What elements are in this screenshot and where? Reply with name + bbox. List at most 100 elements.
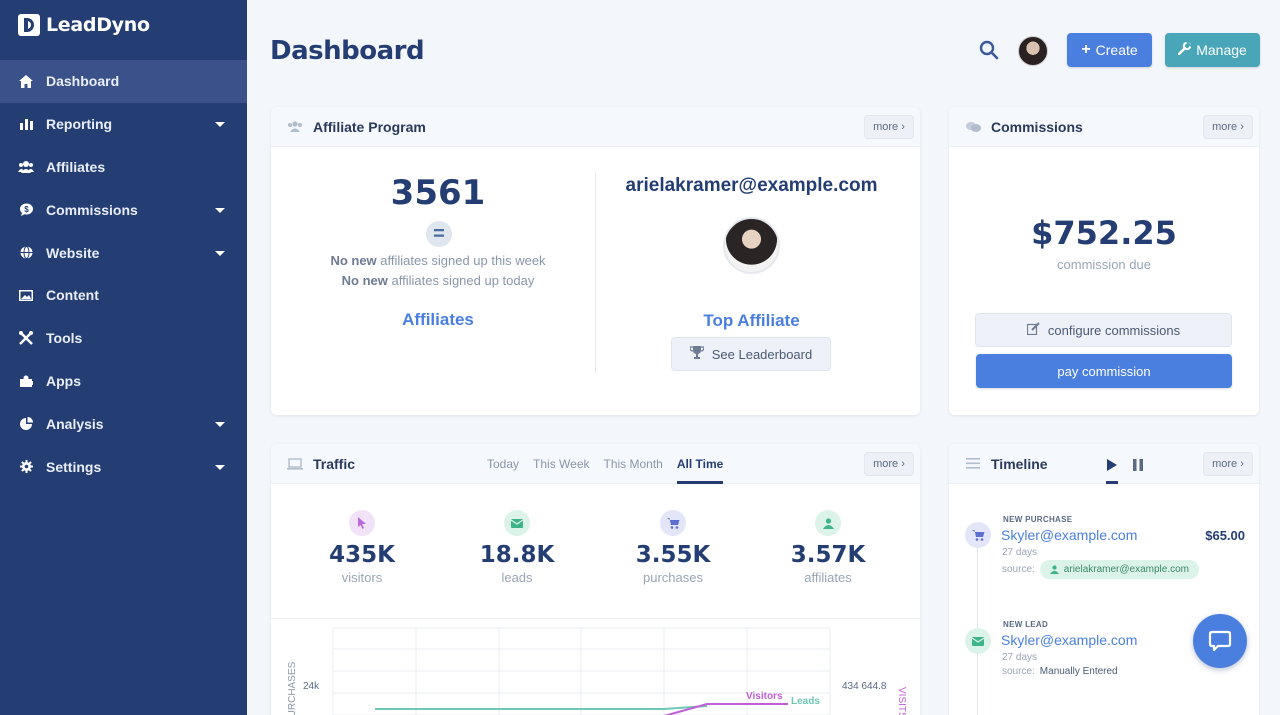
more-label: more — [1212, 121, 1238, 133]
commissions-card: Commissions more › $752.25 commission du… — [949, 107, 1259, 415]
leaderboard-button[interactable]: See Leaderboard — [671, 337, 831, 371]
source-chip[interactable]: arielakramer@example.com — [1039, 560, 1199, 579]
sidebar-item-label: Settings — [46, 458, 102, 475]
tab-this-week[interactable]: This Week — [533, 457, 590, 471]
sidebar-item-label: Reporting — [46, 116, 113, 133]
active-indicator — [1106, 481, 1118, 484]
plus-icon: + — [1081, 41, 1091, 58]
right-tick: 434 644.8 — [842, 681, 887, 692]
stat-label: affiliates — [804, 570, 852, 585]
pay-commission-button[interactable]: pay commission — [976, 354, 1232, 388]
sidebar-item-apps[interactable]: Apps — [0, 360, 247, 403]
create-button[interactable]: + Create — [1067, 33, 1152, 67]
cursor-icon — [349, 510, 375, 536]
stat-value: 3.55K — [635, 542, 711, 568]
event-type: NEW LEAD — [1003, 620, 1049, 629]
trophy-icon — [689, 346, 705, 362]
tab-all-time[interactable]: All Time — [676, 444, 724, 484]
sidebar-item-label: Analysis — [46, 415, 104, 432]
sidebar-item-dashboard[interactable]: Dashboard — [0, 60, 247, 103]
event-type: NEW PURCHASE — [1003, 515, 1073, 524]
sidebar-item-label: Apps — [46, 372, 81, 389]
chevron-right-icon: › — [901, 458, 905, 470]
logo[interactable]: LeadDyno — [18, 14, 150, 36]
caret-down-icon — [215, 122, 225, 128]
caret-down-icon — [215, 421, 225, 427]
left-tick: 24k — [303, 681, 320, 692]
left-axis-label: PURCHASES — [287, 661, 298, 715]
configure-commissions-button[interactable]: configure commissions — [975, 313, 1232, 347]
right-axis-label: VISITS — [896, 687, 907, 715]
more-button[interactable]: more › — [864, 452, 914, 476]
edit-icon — [1026, 322, 1040, 338]
more-button[interactable]: more › — [1203, 452, 1253, 476]
play-icon[interactable] — [1107, 458, 1117, 476]
create-label: Create — [1095, 42, 1138, 58]
note-text: affiliates signed up this week — [380, 253, 546, 268]
logo-text: LeadDyno — [46, 14, 150, 36]
source-text: Manually Entered — [1039, 666, 1118, 677]
manage-button[interactable]: Manage — [1165, 33, 1260, 67]
event-age: 27 days — [1002, 547, 1038, 558]
stat-value: 435K — [329, 542, 395, 568]
stat-label: purchases — [643, 570, 703, 585]
tab-today[interactable]: Today — [487, 457, 520, 471]
puzzle-icon — [18, 373, 34, 389]
chat-launcher-button[interactable] — [1193, 614, 1247, 668]
event-source: source: Manually Entered — [1002, 666, 1118, 677]
more-button[interactable]: more › — [864, 115, 914, 139]
envelope-icon — [504, 510, 530, 536]
sidebar-item-tools[interactable]: Tools — [0, 317, 247, 360]
stat-value: 18.8K — [479, 542, 555, 568]
divider — [271, 618, 920, 619]
stat-purchases: 3.55K purchases — [598, 510, 748, 585]
equals-icon: = — [426, 221, 452, 247]
bar-chart-icon — [18, 116, 34, 132]
search-icon[interactable] — [979, 40, 999, 60]
chat-icon: $ — [18, 202, 34, 218]
sidebar-nav: Dashboard Reporting Affiliates $ Commiss… — [0, 60, 247, 488]
caret-down-icon — [215, 250, 225, 256]
users-icon — [287, 119, 303, 135]
avatar[interactable] — [1018, 36, 1048, 66]
sidebar-item-label: Commissions — [46, 201, 138, 218]
event-email[interactable]: Skyler@example.com — [1001, 632, 1138, 648]
page-title: Dashboard — [270, 36, 425, 66]
visitors-series-label: Visitors — [746, 691, 783, 702]
sidebar-item-website[interactable]: Website — [0, 231, 247, 274]
sidebar-item-label: Website — [46, 244, 100, 261]
cart-icon — [965, 522, 991, 548]
affiliate-note-week: No new affiliates signed up this week — [271, 253, 605, 268]
more-button[interactable]: more › — [1203, 115, 1253, 139]
image-icon — [18, 287, 34, 303]
pause-icon[interactable] — [1133, 458, 1143, 476]
sidebar-item-commissions[interactable]: $ Commissions — [0, 188, 247, 231]
affiliates-link[interactable]: Affiliates — [402, 310, 474, 329]
chat-bubble-icon — [1208, 630, 1232, 652]
user-icon — [815, 510, 841, 536]
tab-this-month[interactable]: This Month — [603, 457, 663, 471]
sidebar-item-affiliates[interactable]: Affiliates — [0, 146, 247, 189]
sidebar-item-reporting[interactable]: Reporting — [0, 103, 247, 146]
stat-visitors: 435K visitors — [287, 510, 437, 585]
sidebar: LeadDyno Dashboard Reporting Affiliates … — [0, 0, 247, 715]
top-affiliate-label: Top Affiliate — [703, 311, 800, 330]
event-age: 27 days — [1002, 652, 1038, 663]
timeline-line — [977, 524, 978, 715]
card-header: Timeline more › — [949, 444, 1259, 484]
leaderboard-label: See Leaderboard — [711, 346, 813, 362]
cart-icon — [660, 510, 686, 536]
source-text: arielakramer@example.com — [1063, 564, 1189, 575]
sidebar-item-content[interactable]: Content — [0, 274, 247, 317]
event-email[interactable]: Skyler@example.com — [1001, 527, 1138, 543]
sidebar-item-label: Content — [46, 287, 99, 304]
note-text: affiliates signed up today — [391, 273, 535, 288]
sidebar-item-label: Affiliates — [46, 158, 106, 175]
home-icon — [18, 73, 34, 89]
sidebar-item-settings[interactable]: Settings — [0, 445, 247, 488]
more-label: more — [873, 121, 899, 133]
commission-amount: $752.25 — [1031, 214, 1177, 252]
user-icon — [1049, 565, 1059, 574]
sidebar-item-analysis[interactable]: Analysis — [0, 402, 247, 445]
more-label: more — [873, 458, 899, 470]
